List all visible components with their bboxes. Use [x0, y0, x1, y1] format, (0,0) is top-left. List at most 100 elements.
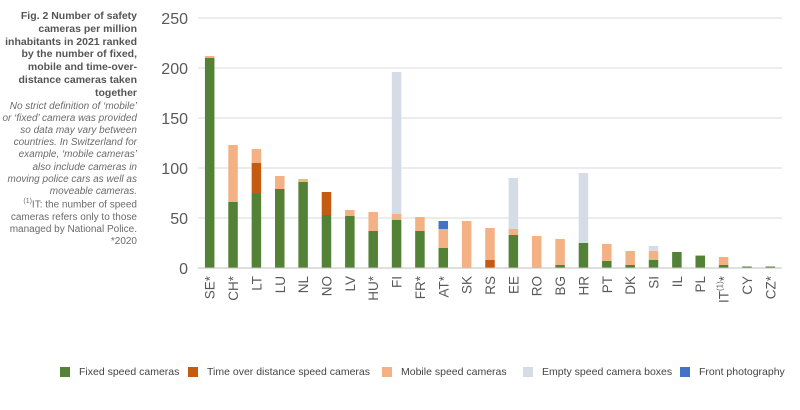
bar-segment-fixed [298, 182, 308, 268]
bar-segment-mobile [251, 149, 262, 163]
bar-segment-fixed [625, 265, 635, 268]
chart-title: Fig. 2 Number of safety cameras per mill… [5, 10, 137, 99]
bar-segment-mobile [415, 217, 425, 231]
x-tick-label: DK [623, 276, 638, 295]
x-tick-label: SK [460, 276, 475, 294]
legend-label: Empty speed camera boxes [542, 366, 673, 378]
y-axis: 0 50 100 150 200 250 [161, 11, 188, 278]
bar-segment-fixed [368, 231, 378, 268]
x-tick-label: IT(1)* [716, 275, 732, 303]
x-tick-label: IL [670, 276, 685, 288]
legend-item-empty: Empty speed camera boxes [523, 366, 672, 378]
bar-segment-tod [321, 192, 332, 215]
bar-segment-empty [578, 173, 589, 243]
x-tick-label: CH* [226, 275, 241, 300]
x-tick-label: HU* [366, 275, 381, 300]
bar-segment-mobile [555, 239, 565, 265]
chart-year-note: *2020 [110, 235, 137, 247]
chart-legend: Fixed speed cameras Time over distance sp… [40, 366, 800, 386]
chart-footnote: (1)IT: the number of speed cameras refer… [0, 198, 137, 236]
bar-segment-empty [508, 178, 519, 229]
bar-segment-fixed [391, 220, 402, 268]
bar-segment-mobile [368, 212, 378, 231]
x-axis: SE* CH* LT LU NL NO LV HU* FI FR* AT* SK RS EE RO BG HR P… [203, 275, 779, 303]
legend-swatch [382, 367, 392, 377]
legend-label: Time over distance speed cameras [207, 366, 371, 378]
bar-segment-tod [251, 163, 262, 193]
y-tick-label: 50 [170, 211, 188, 228]
x-tick-label: EE [506, 276, 521, 294]
chart-note: No strict definition of ‘mobile’ or ‘fix… [2, 100, 137, 197]
bar-segment-mobile [508, 229, 519, 235]
legend-item-tod: Time over distance speed cameras [188, 366, 370, 378]
bar-segment-fixed [228, 202, 238, 268]
x-tick-label: PL [693, 276, 708, 293]
bar-segment-empty [648, 246, 659, 251]
footnote-text: IT: the number of speed cameras refers o… [9, 199, 137, 235]
x-tick-label: FR* [413, 275, 428, 299]
bar-segment-mobile [625, 251, 635, 265]
bar-segment-mobile [204, 56, 215, 58]
x-tick-label: HR [576, 276, 591, 296]
bars [204, 56, 776, 268]
x-tick-label: PT [600, 276, 615, 293]
gridlines [198, 17, 782, 219]
footnote-marker: (1) [23, 198, 32, 206]
bar-segment-fixed [648, 260, 659, 268]
bar-segment-fixed [438, 248, 449, 268]
legend-label: Front photography [699, 366, 785, 378]
bar-segment-mobile [438, 229, 449, 248]
legend-item-front: Front photography [680, 366, 785, 378]
bar-segment-mobile [695, 255, 705, 256]
x-tick-label: LU [273, 276, 288, 293]
legend-label: Mobile speed cameras [401, 366, 507, 378]
bar-segment-fixed [345, 216, 355, 268]
bar-segment-fixed [204, 58, 215, 268]
bar-segment-fixed [415, 231, 425, 268]
bar-segment-fixed [275, 189, 285, 268]
bar-segment-mobile [228, 145, 238, 202]
bar-segment-fixed [695, 256, 705, 268]
bar-segment-fixed [602, 261, 612, 268]
legend-swatch [188, 367, 198, 377]
x-tick-label: CY [740, 276, 755, 295]
bar-segment-mobile [275, 176, 285, 189]
x-tick-label: RS [483, 276, 498, 295]
legend-swatch [523, 367, 533, 377]
x-tick-label: BG [553, 276, 568, 296]
legend-label: Fixed speed cameras [79, 366, 180, 378]
bar-segment-fixed [765, 266, 776, 268]
bar-segment-fixed [742, 266, 752, 268]
bar-segment-fixed [672, 252, 682, 268]
stacked-bar-chart: 0 50 100 150 200 250 SE* CH* LT LU NL NO LV HU* FI FR*… [161, 11, 782, 303]
y-tick-label: 200 [161, 61, 188, 78]
bar-segment-tod [485, 260, 495, 268]
legend-item-mobile: Mobile speed cameras [382, 366, 507, 378]
bar-segment-fixed [555, 265, 565, 268]
bar-segment-mobile [648, 251, 659, 260]
bar-segment-mobile [345, 210, 355, 216]
bar-segment-mobile [531, 236, 542, 268]
bar-segment-mobile [298, 179, 308, 182]
x-tick-label: FI [390, 276, 405, 288]
legend-item-fixed: Fixed speed cameras [60, 366, 179, 378]
bar-segment-mobile [485, 228, 495, 260]
bar-segment-mobile [391, 214, 402, 220]
legend-swatch [680, 367, 690, 377]
bar-segment-fixed [578, 243, 589, 268]
y-tick-label: 0 [179, 261, 188, 278]
figure-caption: Fig. 2 Number of safety cameras per mill… [0, 10, 137, 248]
x-tick-label: AT* [436, 275, 451, 297]
y-tick-label: 100 [161, 161, 188, 178]
x-tick-label: RO [530, 276, 545, 296]
bar-segment-fixed [718, 265, 729, 268]
bar-segment-front [438, 221, 449, 229]
y-tick-label: 250 [161, 11, 188, 28]
x-tick-label: NL [296, 276, 311, 294]
bar-segment-mobile [461, 221, 472, 268]
bar-segment-mobile [718, 257, 729, 265]
x-tick-label: LT [249, 276, 264, 291]
y-tick-label: 150 [161, 111, 188, 128]
x-tick-label: SE* [203, 275, 218, 299]
bar-segment-empty [391, 72, 402, 214]
